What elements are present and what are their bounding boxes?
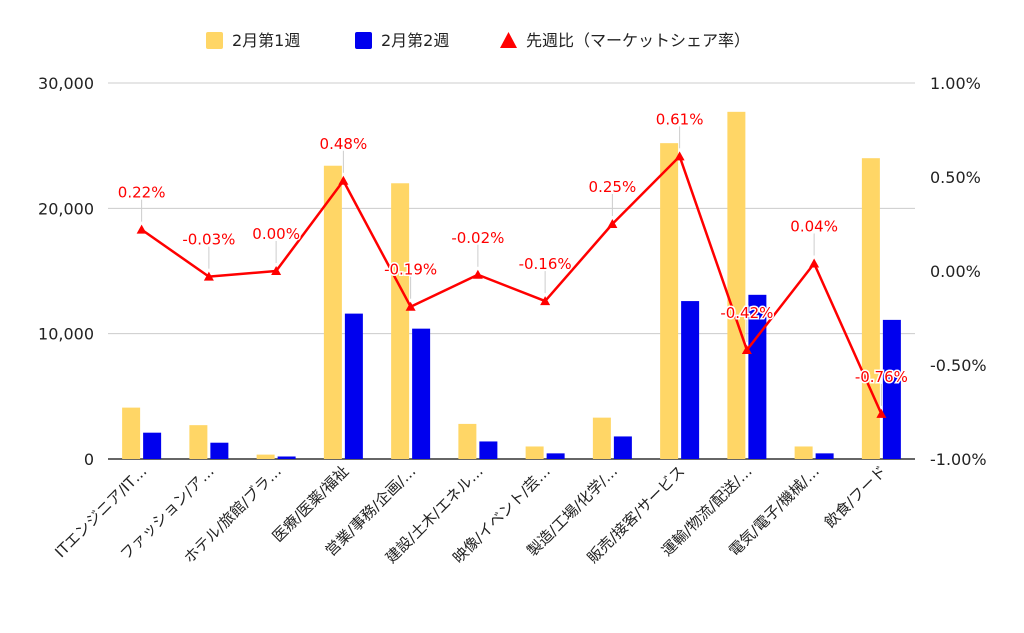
- legend-swatch-1: [206, 32, 223, 49]
- share-data-label: 0.22%: [118, 184, 166, 202]
- share-point: [136, 224, 147, 234]
- bar-series2: [277, 456, 296, 459]
- bar-series1: [861, 158, 880, 459]
- share-point: [540, 296, 551, 306]
- share-data-label: 0.00%: [252, 225, 300, 243]
- bar-series2: [479, 441, 498, 459]
- share-point: [405, 301, 416, 311]
- left-tick-label: 30,000: [38, 74, 94, 93]
- left-tick-label: 20,000: [38, 199, 94, 218]
- bar-series1: [660, 143, 679, 459]
- bar-series1: [256, 454, 275, 459]
- legend-marker-3: [500, 32, 517, 48]
- share-point: [607, 219, 618, 228]
- bar-series1: [323, 165, 342, 459]
- legend-swatch-2: [355, 32, 372, 49]
- bar-series2: [412, 328, 431, 459]
- share-data-label: -0.03%: [182, 231, 235, 249]
- bar-series2: [143, 432, 162, 459]
- share-point: [876, 408, 887, 418]
- bar-series2: [613, 436, 632, 459]
- share-point: [741, 344, 752, 354]
- share-data-label: -0.76%: [855, 368, 908, 386]
- left-tick-label: 0: [84, 450, 94, 469]
- share-data-label: 0.04%: [790, 217, 838, 235]
- bar-series1: [458, 423, 477, 459]
- share-data-label: -0.42%: [720, 304, 773, 322]
- share-point: [674, 151, 685, 161]
- share-line-path: [140, 155, 883, 415]
- x-axis-categories: ITエンジニア/IT…ファッション/ア…ホテル/旅館/ブラ…医療/医薬/福祉営業…: [51, 462, 890, 567]
- right-tick-label: -1.00%: [930, 450, 987, 469]
- bar-series2: [546, 453, 565, 459]
- share-line: 0.22% -0.03% 0.00% 0.48% -0.19% -0.02% -0.16% 0…: [116, 109, 909, 418]
- share-point: [472, 269, 483, 279]
- bar-series1: [391, 183, 410, 459]
- bar-series2: [748, 294, 767, 459]
- share-data-label: -0.02%: [451, 229, 504, 247]
- legend-label-2: 2月第2週: [381, 31, 449, 50]
- legend: 2月第1週 2月第2週 先週比（マーケットシェア率）: [206, 31, 750, 50]
- bars: [122, 111, 901, 460]
- right-tick-label: 0.50%: [930, 168, 981, 187]
- right-tick-label: 1.00%: [930, 74, 981, 93]
- bar-series1: [122, 407, 141, 459]
- bar-series2: [210, 442, 229, 459]
- left-tick-label: 10,000: [38, 325, 94, 344]
- share-point: [809, 258, 820, 268]
- bar-series2: [815, 453, 834, 459]
- bar-series2: [681, 301, 700, 459]
- bar-series1: [525, 446, 544, 459]
- share-point: [203, 271, 214, 281]
- bar-series1: [592, 417, 611, 459]
- right-tick-label: 0.00%: [930, 262, 981, 281]
- share-data-label: 0.25%: [589, 178, 637, 196]
- left-y-axis: 0 10,000 20,000 30,000: [38, 74, 94, 469]
- bar-series2: [882, 319, 901, 459]
- bar-series1: [794, 446, 813, 459]
- share-data-label: -0.19%: [384, 261, 437, 279]
- right-tick-label: -0.50%: [930, 356, 987, 375]
- share-data-label: -0.16%: [519, 255, 572, 273]
- bar-series1: [727, 111, 746, 460]
- right-y-axis: -1.00% -0.50% 0.00% 0.50% 1.00%: [930, 74, 987, 469]
- legend-label-3: 先週比（マーケットシェア率）: [526, 31, 750, 50]
- share-point: [271, 266, 282, 275]
- bar-series1: [189, 425, 208, 459]
- share-point: [338, 175, 349, 185]
- share-data-label: 0.48%: [320, 135, 368, 153]
- bar-series2: [344, 313, 363, 459]
- category-label: 飲食/フード: [821, 462, 890, 531]
- gridlines: [108, 82, 915, 460]
- legend-label-1: 2月第1週: [232, 31, 300, 50]
- share-data-label: 0.61%: [656, 110, 704, 128]
